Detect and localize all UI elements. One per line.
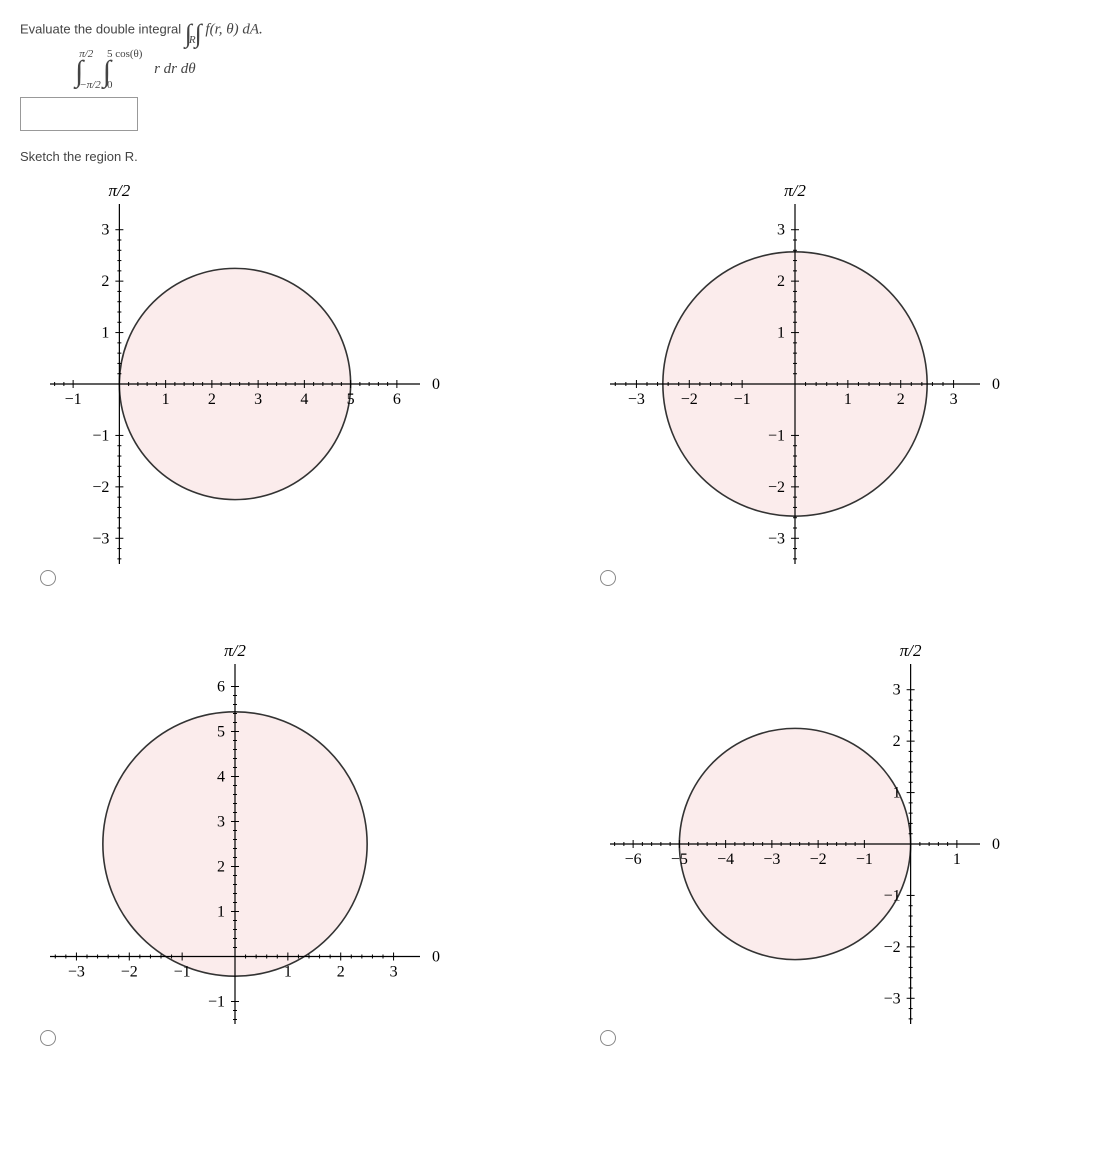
svg-text:1: 1 xyxy=(953,851,961,868)
radio-a[interactable] xyxy=(40,570,56,586)
prompt-prefix: Evaluate the double integral xyxy=(20,21,185,36)
svg-text:π/2: π/2 xyxy=(224,641,246,660)
question-prompt: Evaluate the double integral ∫R∫ f(r, θ)… xyxy=(20,15,1073,45)
svg-text:2: 2 xyxy=(777,273,785,290)
svg-text:3: 3 xyxy=(390,964,398,981)
svg-text:−1: −1 xyxy=(174,964,191,981)
svg-text:5: 5 xyxy=(217,724,225,741)
plot-option-c[interactable]: −3 −2 −1 1 2 3 −1 1 2 3 4 5 6 π/2 0 xyxy=(20,634,510,1054)
svg-text:2: 2 xyxy=(897,391,905,408)
svg-text:−1: −1 xyxy=(884,887,901,904)
svg-text:−1: −1 xyxy=(92,427,109,444)
svg-text:−1: −1 xyxy=(768,427,785,444)
svg-text:3: 3 xyxy=(893,682,901,699)
svg-text:1: 1 xyxy=(284,964,292,981)
svg-text:6: 6 xyxy=(393,391,401,408)
r-upper: 5 cos(θ) xyxy=(107,49,143,60)
svg-text:2: 2 xyxy=(208,391,216,408)
radio-b[interactable] xyxy=(600,570,616,586)
plot-option-a[interactable]: −1 1 2 3 4 5 6 −3 −2 −1 1 2 3 π/2 0 xyxy=(20,174,510,594)
svg-text:−6: −6 xyxy=(625,851,642,868)
svg-text:1: 1 xyxy=(217,904,225,921)
radio-c[interactable] xyxy=(40,1030,56,1046)
svg-text:6: 6 xyxy=(217,679,225,696)
svg-text:3: 3 xyxy=(254,391,262,408)
svg-text:−1: −1 xyxy=(208,994,225,1011)
svg-text:−3: −3 xyxy=(768,530,785,547)
svg-text:−3: −3 xyxy=(763,851,780,868)
svg-text:1: 1 xyxy=(844,391,852,408)
svg-text:2: 2 xyxy=(217,859,225,876)
svg-text:0: 0 xyxy=(432,376,440,393)
svg-text:−3: −3 xyxy=(884,990,901,1007)
svg-text:4: 4 xyxy=(217,769,225,786)
integrand: f(r, θ) dA. xyxy=(205,21,262,37)
iterated-integral: ∫ π/2 −π/2 ∫ 5 cos(θ) 0 r dr dθ xyxy=(75,53,1073,87)
svg-text:1: 1 xyxy=(101,325,109,342)
radio-d[interactable] xyxy=(600,1030,616,1046)
sketch-prompt: Sketch the region R. xyxy=(20,149,1073,164)
svg-text:3: 3 xyxy=(101,222,109,239)
svg-text:−2: −2 xyxy=(884,939,901,956)
svg-text:π/2: π/2 xyxy=(109,181,131,200)
svg-text:−2: −2 xyxy=(681,391,698,408)
svg-text:3: 3 xyxy=(950,391,958,408)
svg-text:π/2: π/2 xyxy=(900,641,922,660)
svg-text:1: 1 xyxy=(162,391,170,408)
svg-text:−3: −3 xyxy=(68,964,85,981)
svg-text:−2: −2 xyxy=(768,479,785,496)
plot-option-b[interactable]: −3 −2 −1 1 2 3 −3 −2 −1 1 2 3 π/2 0 xyxy=(580,174,1070,594)
answer-input[interactable] xyxy=(20,97,138,131)
svg-text:1: 1 xyxy=(777,325,785,342)
svg-text:−3: −3 xyxy=(628,391,645,408)
svg-text:−1: −1 xyxy=(856,851,873,868)
r-lower: 0 xyxy=(107,80,143,91)
theta-lower: −π/2 xyxy=(79,80,101,91)
svg-text:2: 2 xyxy=(101,273,109,290)
svg-text:2: 2 xyxy=(337,964,345,981)
svg-text:0: 0 xyxy=(432,949,440,966)
plot-option-d[interactable]: −6 −5 −4 −3 −2 −1 1 −3 −2 −1 1 2 3 π/2 0 xyxy=(580,634,1070,1054)
svg-text:−3: −3 xyxy=(92,530,109,547)
svg-text:3: 3 xyxy=(217,814,225,831)
svg-text:3: 3 xyxy=(777,222,785,239)
svg-text:−4: −4 xyxy=(717,851,734,868)
theta-upper: π/2 xyxy=(79,49,101,60)
svg-text:−2: −2 xyxy=(121,964,138,981)
svg-text:−1: −1 xyxy=(734,391,751,408)
svg-text:−2: −2 xyxy=(92,479,109,496)
svg-text:5: 5 xyxy=(347,391,355,408)
svg-text:1: 1 xyxy=(893,785,901,802)
svg-text:0: 0 xyxy=(992,836,1000,853)
svg-text:−2: −2 xyxy=(810,851,827,868)
integrand2: r dr dθ xyxy=(154,61,196,77)
svg-text:−1: −1 xyxy=(65,391,82,408)
svg-text:−5: −5 xyxy=(671,851,688,868)
plot-grid: −1 1 2 3 4 5 6 −3 −2 −1 1 2 3 π/2 0 −3 −2 −1 1 2 3 −3 −2 −1 1 2 3… xyxy=(20,174,1073,1054)
svg-text:2: 2 xyxy=(893,733,901,750)
svg-text:π/2: π/2 xyxy=(784,181,806,200)
svg-text:4: 4 xyxy=(300,391,308,408)
svg-text:0: 0 xyxy=(992,376,1000,393)
